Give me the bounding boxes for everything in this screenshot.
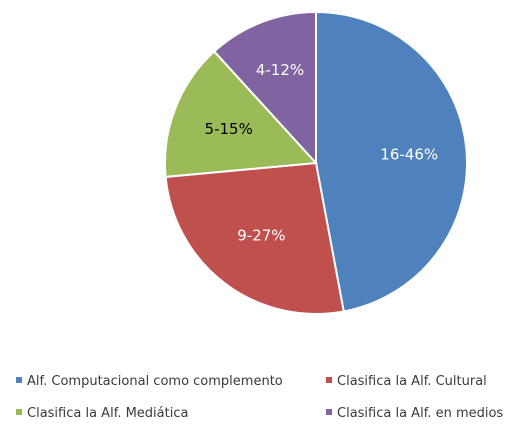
legend-label-2: Clasifica la Alf. Cultural — [337, 374, 487, 389]
legend-swatch-2 — [326, 377, 332, 383]
legend-swatch-1 — [16, 377, 22, 383]
legend: Alf. Computacional como complemento Clasi… — [16, 374, 503, 421]
data-label-1: 16-46% — [380, 145, 438, 163]
pie-slice-1 — [315, 10, 468, 313]
legend-label-1: Alf. Computacional como complemento — [27, 374, 283, 389]
legend-swatch-4 — [326, 409, 332, 415]
legend-label-4: Clasifica la Alf. en medios — [337, 406, 503, 421]
legend-label-3: Clasifica la Alf. Mediática — [27, 406, 188, 421]
legend-swatch-3 — [16, 409, 22, 415]
data-label-3: 5-15% — [205, 120, 253, 138]
pie-slices — [164, 10, 468, 315]
pie-slice-2 — [164, 161, 345, 315]
data-label-2: 9-27% — [237, 226, 285, 244]
data-label-4: 4-12% — [256, 61, 304, 79]
pie-data-labels: 16-46% 9-27% 5-15% 4-12% — [205, 61, 439, 244]
pie-slice-4 — [212, 10, 317, 166]
pie-slice-3 — [164, 49, 319, 179]
